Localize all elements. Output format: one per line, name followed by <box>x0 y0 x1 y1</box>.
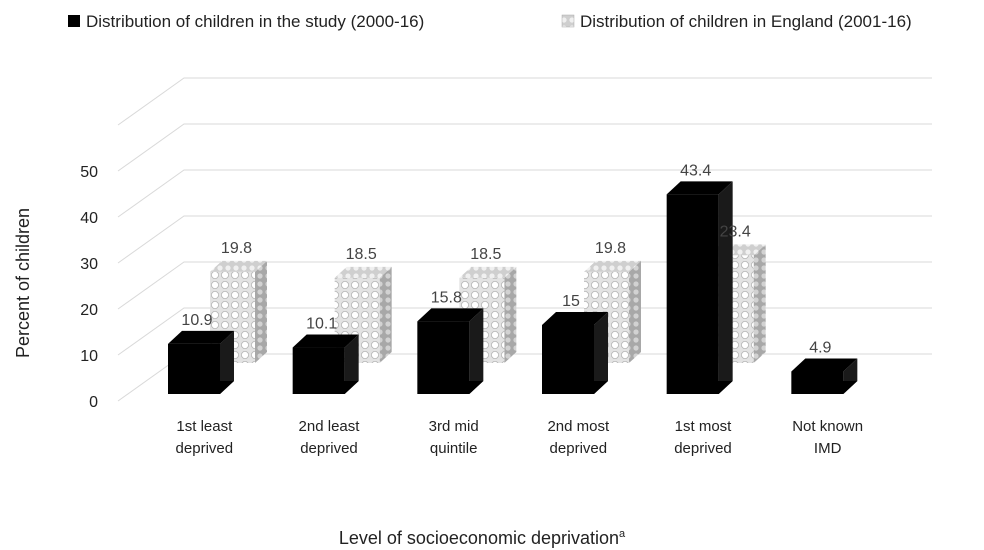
legend-swatch-england <box>561 14 575 28</box>
bar-top <box>459 266 517 278</box>
x-category-label-line: IMD <box>814 440 842 457</box>
data-label-study: 10.1 <box>306 316 337 333</box>
gridline <box>117 169 932 218</box>
x-category-label-line: deprived <box>550 440 608 457</box>
bar-study <box>791 358 858 394</box>
x-category-label-line: deprived <box>176 440 234 457</box>
y-axis-title: Percent of children <box>13 208 33 358</box>
bar-side <box>379 266 392 363</box>
x-category-label-line: 1st least <box>176 418 233 435</box>
bar-study <box>542 312 608 394</box>
x-category-label-line: 1st most <box>675 418 733 435</box>
data-label-england: 18.5 <box>346 246 377 263</box>
x-category-label-line: Not known <box>792 418 863 435</box>
data-label-study: 4.9 <box>809 339 831 356</box>
bar-bottom <box>791 381 858 394</box>
legend-label-england: Distribution of children in England (200… <box>580 12 912 31</box>
bar-top <box>542 312 608 325</box>
bar-top <box>210 260 267 272</box>
x-category-label: 1st most deprived <box>674 418 732 457</box>
bar-front <box>666 194 719 394</box>
legend: Distribution of children in the study (2… <box>68 12 912 31</box>
x-category-label-line: 3rd mid <box>429 418 479 435</box>
bar-top <box>791 358 858 372</box>
bar-bottom <box>417 381 484 394</box>
x-axis-title: Level of socioeconomic deprivationa <box>339 528 626 548</box>
data-label-study: 15 <box>562 293 580 310</box>
bar-side <box>594 312 608 394</box>
bar-study <box>417 308 484 394</box>
data-label-england: 19.8 <box>221 240 252 257</box>
bar-side <box>753 244 766 363</box>
bar-bottom <box>292 381 359 394</box>
bar-study <box>292 334 359 394</box>
bar-top <box>584 260 641 272</box>
x-category-label-line: quintile <box>430 440 478 457</box>
legend-label-study: Distribution of children in the study (2… <box>86 12 424 31</box>
data-label-study: 15.8 <box>431 289 462 306</box>
y-tick-label: 0 <box>89 394 98 411</box>
legend-swatch-study <box>68 15 80 27</box>
bar-side <box>504 266 517 363</box>
bar-bottom <box>168 381 234 394</box>
bar-top <box>666 181 733 195</box>
bars <box>168 181 858 394</box>
bar-side <box>718 181 733 394</box>
x-category-label-line: 2nd least <box>299 418 361 435</box>
x-category-label: 3rd mid quintile <box>429 418 479 457</box>
data-label-england: 23.4 <box>720 223 751 240</box>
bar-bottom <box>542 381 608 394</box>
bar-side <box>255 260 267 363</box>
y-tick-label: 40 <box>80 210 98 227</box>
x-category-label-line: 2nd most <box>547 418 610 435</box>
x-category-label-line: deprived <box>674 440 732 457</box>
x-category-label: 1st least deprived <box>176 418 234 457</box>
x-category-label-line: deprived <box>300 440 358 457</box>
gridline <box>117 77 932 126</box>
x-category-label: Not known IMD <box>792 418 863 457</box>
x-axis-title-text: Level of socioeconomic deprivation <box>339 528 619 548</box>
y-tick-label: 50 <box>80 164 98 181</box>
y-tick-label: 30 <box>80 256 98 273</box>
bar-study <box>666 181 733 394</box>
gridlines <box>117 77 932 402</box>
bar-side <box>469 308 484 394</box>
data-label-study: 43.4 <box>680 162 711 179</box>
y-tick-label: 10 <box>80 348 98 365</box>
y-axis-ticks: 0 10 20 30 40 50 <box>80 164 98 411</box>
data-label-england: 18.5 <box>470 246 501 263</box>
data-label-england: 19.8 <box>595 240 626 257</box>
bar-top <box>168 330 234 344</box>
bar-side <box>629 260 641 363</box>
bar-side <box>220 330 234 394</box>
bar-top <box>292 334 359 348</box>
gridline <box>117 123 932 172</box>
bar-top <box>334 266 392 278</box>
bar-side <box>344 334 359 394</box>
bar-top <box>417 308 484 322</box>
x-axis-categories: 1st least deprived 2nd least deprived 3rd mi… <box>176 418 864 457</box>
x-category-label: 2nd least deprived <box>299 418 361 457</box>
y-tick-label: 20 <box>80 302 98 319</box>
bar-bottom <box>666 381 733 394</box>
x-axis-title-superscript: a <box>619 528 626 540</box>
data-labels: 19.8 18.5 18.5 19.8 23.4 10.9 10.1 15.8 15 43.4 4.… <box>181 162 831 356</box>
x-category-label: 2nd most deprived <box>547 418 610 457</box>
data-label-study: 10.9 <box>181 312 212 329</box>
bar-study <box>168 330 234 394</box>
